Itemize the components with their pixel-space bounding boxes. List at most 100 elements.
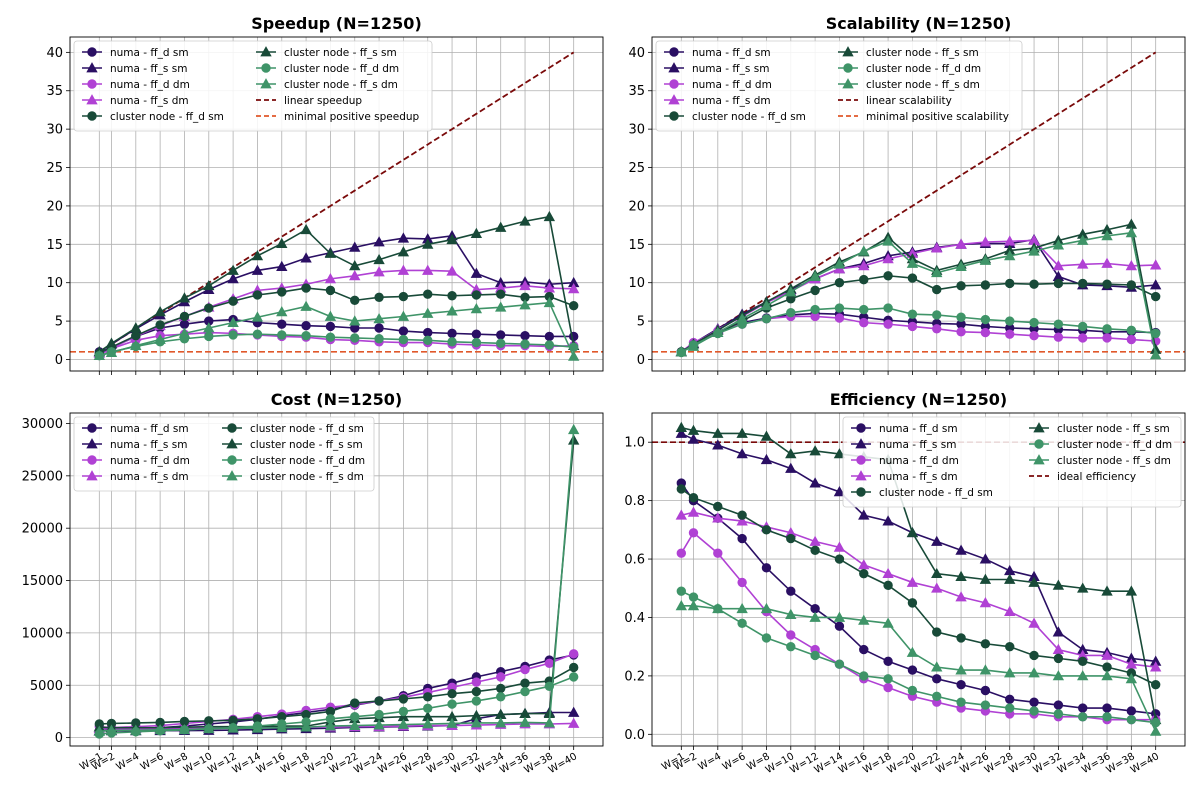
data-point: [980, 314, 991, 325]
legend-label: cluster node - ff_d sm: [110, 111, 224, 123]
series-numa-ff-d-sm: [676, 308, 1161, 357]
series-numa-ff-d-sm: [676, 478, 1161, 719]
data-point: [883, 674, 893, 684]
data-point: [228, 296, 238, 306]
data-point: [786, 533, 796, 544]
legend-label: linear speedup: [284, 95, 362, 107]
x-tick-label: W=6: [721, 751, 748, 773]
data-point: [956, 633, 966, 643]
data-point: [736, 602, 748, 614]
data-point: [447, 328, 457, 339]
legend-label: cluster node - ff_d dm: [250, 455, 365, 467]
data-point: [931, 661, 943, 672]
y-tick-label: 0.2: [624, 669, 645, 684]
legend-label: numa - ff_d sm: [110, 423, 189, 435]
data-point: [712, 512, 724, 523]
data-point: [736, 515, 748, 526]
legend-label: cluster node - ff_s sm: [250, 439, 363, 451]
data-point: [712, 439, 724, 450]
data-point: [1053, 700, 1064, 710]
data-point: [761, 525, 772, 535]
data-point: [447, 337, 457, 347]
data-point: [1101, 649, 1113, 660]
data-point: [979, 236, 992, 247]
y-tick-label: 15: [628, 238, 645, 253]
data-point: [568, 301, 579, 311]
data-point: [1101, 230, 1113, 241]
data-point: [349, 259, 361, 271]
data-point: [349, 241, 361, 252]
data-point: [373, 253, 385, 265]
data-point: [544, 658, 555, 668]
data-point: [931, 567, 943, 579]
data-point: [833, 541, 846, 552]
legend-marker: [87, 111, 97, 121]
legend-item-numa-ff-d-dm: numa - ff_d dm: [664, 79, 772, 91]
legend-marker: [1033, 454, 1045, 465]
y-tick-label: 20: [628, 199, 645, 214]
data-point: [471, 337, 482, 348]
legend: numa - ff_d sm numa - ff_s sm numa - ff_d …: [842, 416, 1182, 508]
legend-item-cluster-node-ff-s-sm: cluster node - ff_s sm: [1029, 422, 1170, 435]
data-point: [859, 568, 869, 579]
data-point: [227, 264, 239, 275]
legend-marker: [856, 487, 866, 497]
data-point: [277, 319, 287, 329]
data-point: [105, 724, 118, 735]
data-point: [203, 722, 215, 734]
data-point: [1052, 239, 1065, 250]
legend-marker: [1034, 439, 1044, 449]
x-tick-label: W=4: [114, 751, 141, 773]
data-point: [496, 289, 506, 299]
data-point: [736, 312, 748, 324]
data-point: [227, 722, 239, 733]
legend: numa - ff_d sm numa - ff_s sm numa - ff_d …: [73, 40, 433, 132]
speedup-chart: Speedup (N=1250) 0 5 10 15 20 25 30 35 40 numa - f…: [46, 14, 604, 375]
series-cluster-node-ff-d-sm: [676, 484, 1161, 690]
data-point: [1077, 258, 1089, 269]
data-point: [300, 721, 312, 732]
legend-marker: [842, 78, 854, 89]
data-point: [906, 646, 919, 657]
data-point: [980, 639, 991, 649]
data-point: [544, 340, 555, 350]
data-point: [907, 273, 918, 283]
data-point: [834, 621, 845, 631]
data-point: [1028, 576, 1040, 587]
y-tick-label: 25: [46, 161, 63, 176]
data-point: [471, 290, 482, 300]
data-point: [543, 296, 556, 308]
data-point: [859, 644, 869, 655]
data-point: [1052, 259, 1065, 271]
data-point: [568, 423, 580, 435]
legend-item-numa-ff-s-dm: numa - ff_s dm: [851, 470, 958, 483]
data-point: [496, 330, 506, 340]
data-point: [154, 333, 166, 344]
data-point: [496, 683, 506, 694]
legend-item-cluster-node-ff-s-sm: cluster node - ff_s sm: [222, 438, 363, 451]
data-point: [519, 716, 531, 727]
legend-label: numa - ff_d dm: [110, 79, 190, 91]
legend-marker: [668, 94, 680, 105]
data-point: [882, 617, 894, 628]
data-point: [1077, 670, 1089, 681]
legend-label: numa - ff_s dm: [110, 471, 189, 483]
legend-marker: [669, 111, 679, 121]
data-point: [301, 283, 311, 293]
data-point: [568, 283, 580, 294]
data-point: [810, 650, 820, 661]
data-point: [809, 270, 821, 281]
data-point: [834, 313, 845, 323]
legend-marker: [856, 423, 866, 433]
data-point: [932, 674, 942, 684]
data-point: [858, 509, 870, 520]
legend-label: cluster node - ff_d dm: [866, 63, 981, 75]
legend-marker: [260, 46, 272, 57]
legend-label: cluster node - ff_s dm: [1057, 455, 1171, 467]
legend-item-cluster-node-ff-d-dm: cluster node - ff_d dm: [1029, 439, 1172, 451]
data-point: [155, 320, 165, 330]
data-point: [1125, 226, 1138, 238]
data-point: [1028, 617, 1040, 628]
legend-item-cluster-node-ff-d-dm: cluster node - ff_d dm: [838, 63, 981, 75]
data-point: [761, 314, 772, 324]
